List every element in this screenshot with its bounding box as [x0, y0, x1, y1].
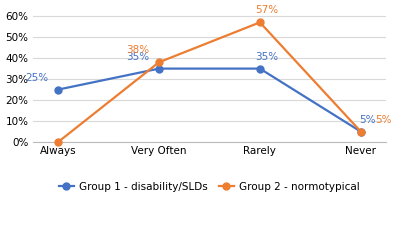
Line: Group 1 - disability/SLDs: Group 1 - disability/SLDs [54, 65, 364, 135]
Text: 25%: 25% [26, 73, 49, 83]
Text: 35%: 35% [255, 52, 278, 62]
Group 1 - disability/SLDs [358, 130, 363, 133]
Group 1 - disability/SLDs [258, 67, 262, 70]
Group 1 - disability/SLDs [156, 67, 161, 70]
Group 2 - normotypical [56, 141, 60, 144]
Line: Group 2 - normotypical: Group 2 - normotypical [54, 19, 364, 146]
Text: 5%: 5% [375, 115, 391, 125]
Legend: Group 1 - disability/SLDs, Group 2 - normotypical: Group 1 - disability/SLDs, Group 2 - nor… [54, 177, 364, 196]
Text: 38%: 38% [126, 45, 150, 55]
Text: 57%: 57% [255, 6, 278, 15]
Group 1 - disability/SLDs [56, 88, 60, 91]
Group 2 - normotypical [156, 61, 161, 64]
Group 2 - normotypical [358, 130, 363, 133]
Text: 35%: 35% [126, 52, 150, 62]
Group 2 - normotypical [258, 21, 262, 24]
Text: 5%: 5% [360, 115, 376, 125]
